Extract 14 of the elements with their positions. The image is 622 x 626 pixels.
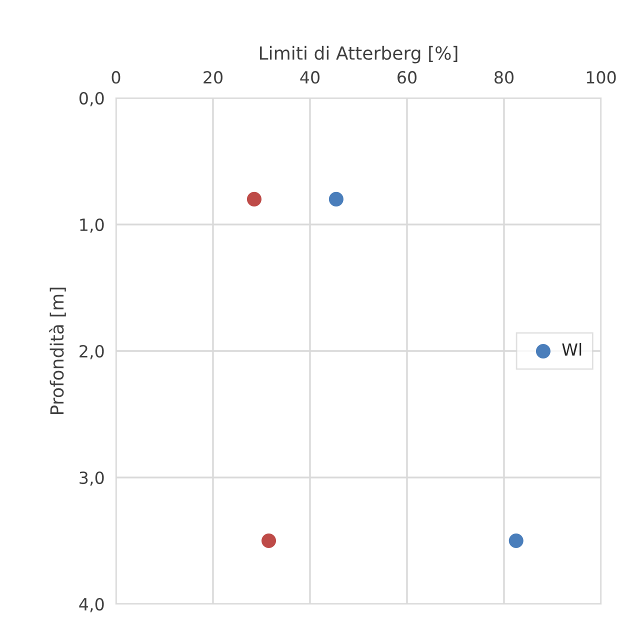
x-tick-label: 0	[112, 71, 120, 84]
x-tick-label: 100	[586, 71, 616, 84]
x-axis-title: Limiti di Atterberg [%]	[260, 46, 458, 64]
x-tick-label: 60	[398, 71, 416, 84]
y-axis-title: Profondità [m]	[49, 288, 66, 414]
x-tick-label: 20	[204, 71, 222, 84]
y-tick-label: 3,0	[80, 471, 104, 486]
y-tick-label: 4,0	[79, 598, 104, 612]
y-tick-label: 1,0	[80, 218, 104, 233]
y-tick-label: 2,0	[80, 344, 104, 360]
y-tick-label: 0,0	[79, 92, 104, 106]
x-tick-label: 80	[494, 71, 514, 84]
x-tick-label: 40	[300, 71, 320, 84]
legend-label: Wl	[562, 342, 582, 356]
